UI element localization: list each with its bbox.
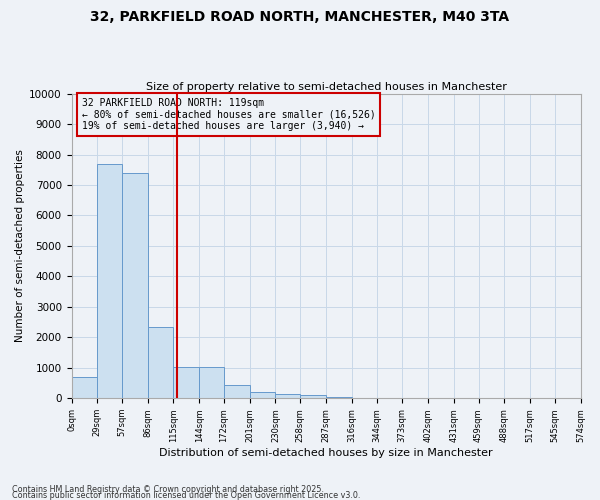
Bar: [122, 173, 148, 398]
Bar: [326, 396, 352, 398]
Text: Contains HM Land Registry data © Crown copyright and database right 2025.: Contains HM Land Registry data © Crown c…: [12, 484, 324, 494]
Y-axis label: Number of semi-detached properties: Number of semi-detached properties: [15, 150, 25, 342]
Bar: [250, 392, 275, 398]
Bar: [224, 384, 250, 398]
Bar: [173, 367, 199, 398]
Text: Contains public sector information licensed under the Open Government Licence v3: Contains public sector information licen…: [12, 490, 361, 500]
Text: 32 PARKFIELD ROAD NORTH: 119sqm
← 80% of semi-detached houses are smaller (16,52: 32 PARKFIELD ROAD NORTH: 119sqm ← 80% of…: [82, 98, 376, 132]
X-axis label: Distribution of semi-detached houses by size in Manchester: Distribution of semi-detached houses by …: [159, 448, 493, 458]
Text: 32, PARKFIELD ROAD NORTH, MANCHESTER, M40 3TA: 32, PARKFIELD ROAD NORTH, MANCHESTER, M4…: [91, 10, 509, 24]
Bar: [300, 394, 326, 398]
Title: Size of property relative to semi-detached houses in Manchester: Size of property relative to semi-detach…: [146, 82, 506, 92]
Bar: [275, 394, 300, 398]
Bar: [71, 377, 97, 398]
Bar: [199, 367, 224, 398]
Bar: [97, 164, 122, 398]
Bar: [148, 326, 173, 398]
